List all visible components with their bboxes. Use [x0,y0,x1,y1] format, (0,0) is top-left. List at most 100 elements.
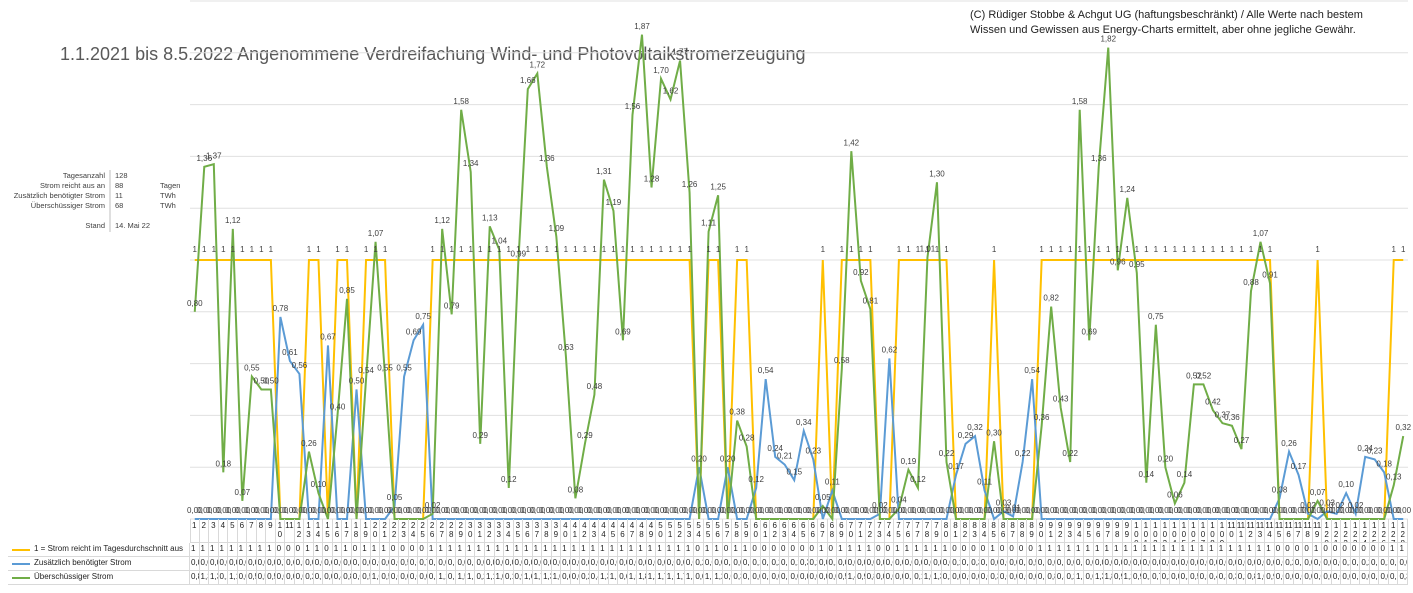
data-label: 0,40 [330,403,346,412]
data-label: 0,42 [1205,397,1221,406]
data-label: 0,00 [1043,506,1059,515]
data-label: 0,00 [1376,506,1392,515]
data-label: 1 [554,245,559,254]
info-label: Tagesanzahl [63,171,105,180]
legend-swatch [12,577,30,579]
category-label: 105 [1179,519,1190,543]
table-value: 1 [599,543,609,557]
data-label: 0,00 [377,506,393,515]
table-value: 1 [1236,543,1247,557]
table-value: 0,19 [903,571,914,585]
table-value: 0,01 [1008,557,1018,571]
category-label: 90 [1036,519,1047,543]
data-label: 1,26 [682,180,698,189]
info-unit: TWh [160,191,176,200]
data-label: 1 [821,245,826,254]
table-value: 0 [827,543,838,557]
data-label: 0,00 [1196,506,1212,515]
table-value: 0,00 [694,571,704,585]
data-label: 1 [1077,245,1082,254]
category-label: 126 [1379,519,1389,543]
info-unit: TWh [160,201,176,210]
table-value: 0,00 [741,557,752,571]
table-value: 1 [370,543,381,557]
data-label: 1,42 [844,138,860,147]
table-value: 0,00 [1274,571,1285,585]
table-value: 0,00 [1093,557,1104,571]
table-value: 0,67 [323,557,333,571]
data-label: 1 [269,245,274,254]
data-label: 0,08 [1272,485,1288,494]
table-value: 0,00 [989,557,999,571]
table-value: 0,00 [580,557,590,571]
table-value: 0,03 [1322,557,1332,571]
table-value: 1 [190,543,200,557]
data-label: 0,00 [511,506,527,515]
table-value: 0 [351,543,362,557]
table-value: 0,36 [1227,571,1237,585]
data-label: 0,99 [511,250,527,259]
category-label: 61 [760,519,771,543]
table-value: 0,22 [1065,571,1075,585]
table-value: 1 [865,543,876,557]
data-label: 0,00 [634,506,650,515]
category-label: 27 [437,519,447,543]
data-label: 0,00 [910,506,926,515]
table-value: 0,00 [504,557,514,571]
copyright-note: (C) Rüdiger Stobbe & Achgut UG (haftungs… [970,9,1363,36]
data-label: 0,55 [244,364,260,373]
category-label: 112 [1246,519,1256,543]
category-label: 115 [1274,519,1285,543]
table-value: 1 [1398,543,1408,557]
table-value: 0,69 [1084,571,1094,585]
table-value: 1,09 [551,571,562,585]
data-label: 0,00 [996,506,1012,515]
data-label: 0,00 [415,506,431,515]
info-value: 68 [115,201,123,210]
data-label: 0,69 [1081,327,1097,336]
category-label: 50 [656,519,666,543]
table-value: 1 [1074,543,1085,557]
table-value: 0,00 [1293,571,1304,585]
table-value: 0,29 [580,571,590,585]
data-label: 0,05 [815,493,831,502]
table-value: 1 [627,543,638,557]
table-value: 0,00 [789,571,799,585]
table-value: 0,20 [1160,571,1171,585]
table-value: 0,38 [732,571,742,585]
data-label: 1,34 [463,159,479,168]
data-label: 1 [259,245,264,254]
table-value: 0,21 [779,557,790,571]
table-value: 1,66 [523,571,533,585]
category-label: 1 [190,519,200,543]
data-label: 0,07 [1310,488,1326,497]
data-label: 0,00 [1243,506,1259,515]
table-value: 0,62 [884,557,895,571]
table-value: 0,10 [313,571,324,585]
category-label: 128 [1398,519,1408,543]
table-value: 0,48 [589,571,600,585]
data-label: 1 [526,245,531,254]
data-label: 0,00 [748,506,764,515]
legend-swatch [12,549,30,551]
table-value: 1 [1036,543,1047,557]
data-label: 0,00 [187,506,203,515]
table-value: 0,00 [1322,571,1332,585]
table-value: 0,00 [1179,557,1190,571]
table-value: 1,25 [713,571,723,585]
category-label: 127 [1388,519,1399,543]
table-value: 0,00 [1208,557,1218,571]
table-value: 0,26 [1284,557,1294,571]
category-label: 91 [1046,519,1056,543]
table-value: 1 [209,543,219,557]
table-value: 1 [913,543,923,557]
data-label: 0,63 [558,343,574,352]
table-value: 1 [456,543,466,557]
table-value: 0,00 [361,557,371,571]
data-label: 0,00 [720,506,736,515]
data-label: 0,29 [958,431,974,440]
data-label: 0,00 [1348,506,1364,515]
data-label: 1 [849,245,854,254]
table-value: 0,00 [446,557,457,571]
data-label: 1,07 [1253,229,1269,238]
